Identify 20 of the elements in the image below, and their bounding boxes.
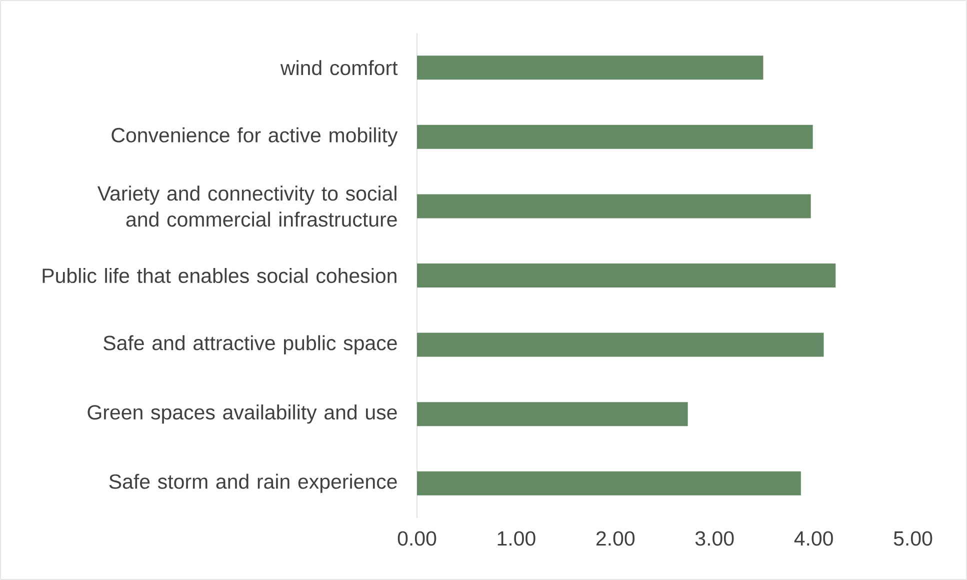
x-tick-label: 1.00 — [498, 531, 536, 546]
y-tick-label: Public life that enables social cohesion — [42, 268, 396, 284]
bar — [417, 332, 824, 357]
x-tick-label: 0.00 — [398, 531, 436, 546]
bar — [417, 471, 801, 496]
y-tick-label: Convenience for active mobility — [112, 127, 398, 146]
bar — [417, 264, 836, 288]
y-tick-label: Safe storm and rain experience — [109, 474, 397, 493]
y-tick-label: wind comfort — [280, 60, 398, 76]
x-tick-label: 4.00 — [794, 531, 833, 546]
x-tick-label: 2.00 — [596, 531, 635, 546]
x-tick-label: 5.00 — [894, 531, 932, 546]
y-tick-label: Safe and attractive public space — [104, 335, 397, 354]
y-tick-label: Variety and connectivity to social and commercial infrastructure — [97, 186, 397, 227]
y-tick-label: Green spaces availability and use — [88, 404, 397, 424]
bar — [417, 402, 688, 426]
bar — [417, 56, 764, 80]
bar — [417, 194, 811, 218]
x-tick-label: 3.00 — [695, 531, 734, 546]
bar — [417, 124, 813, 149]
